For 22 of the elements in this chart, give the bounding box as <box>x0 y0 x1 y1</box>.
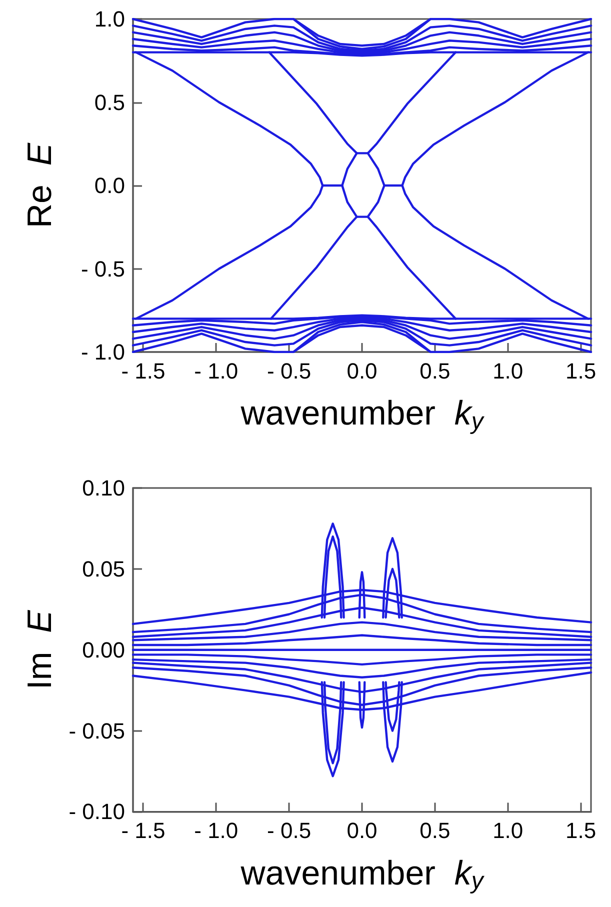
x-tick-label: - 1.0 <box>194 818 238 844</box>
x-tick-label: - 0.5 <box>267 818 312 844</box>
x-tick-label: 1.0 <box>492 818 524 844</box>
x-tick-label: 0.5 <box>420 818 450 844</box>
x-tick-label: 0.5 <box>420 358 450 384</box>
x-tick-label: 0.0 <box>346 358 378 384</box>
x-tick-label: - 1.0 <box>194 358 238 384</box>
x-tick-label: - 0.5 <box>267 358 312 384</box>
y-tick-label: - 0.05 <box>68 718 125 744</box>
y-tick-label: 0.10 <box>82 476 125 500</box>
y-tick-label: 0.0 <box>94 173 125 198</box>
x-tick-label: 1.5 <box>565 818 596 844</box>
x-tick-label: 1.0 <box>492 358 524 384</box>
y-tick-label: 0.5 <box>94 90 125 115</box>
y-tick-label: - 0.5 <box>80 256 125 282</box>
x-tick-label: 0.0 <box>346 818 378 844</box>
y-axis-title: Im E <box>21 610 59 690</box>
y-tick-label: 0.05 <box>82 556 125 582</box>
x-tick-label: 1.5 <box>565 358 596 384</box>
y-tick-label: 1.0 <box>94 6 125 32</box>
y-tick-label: 0.00 <box>82 637 125 662</box>
y-axis-title: Re E <box>21 142 59 228</box>
